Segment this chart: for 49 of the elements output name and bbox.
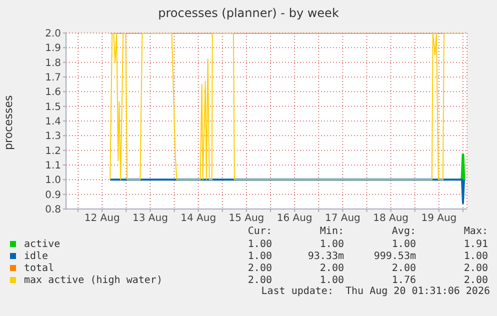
text: Avg: xyxy=(390,226,416,238)
y-tick-label: 0.9 xyxy=(45,190,61,201)
text: 1.00 xyxy=(246,238,272,250)
y-tick-label: 1.5 xyxy=(45,102,61,113)
y-tick-label: 1.8 xyxy=(45,58,61,69)
text: 1.91 xyxy=(462,238,488,250)
x-tick-label: 18 Aug xyxy=(373,213,409,224)
x-tick-label: 16 Aug xyxy=(276,213,312,224)
text: 2.00 xyxy=(462,274,488,286)
chart-title: processes (planner) - by week xyxy=(157,6,340,20)
x-tick-label: 14 Aug xyxy=(180,213,216,224)
text: Last update: Thu Aug 20 01:31:06 2026 xyxy=(260,286,490,298)
y-tick-label: 1.2 xyxy=(45,146,61,157)
y-tick-label: 1.7 xyxy=(45,72,61,84)
y-tick-label: 1.4 xyxy=(45,116,61,128)
text: 93.33m xyxy=(306,250,344,262)
legend-label: active xyxy=(24,238,60,250)
x-tick-label: 19 Aug xyxy=(421,213,457,224)
text: 1.00 xyxy=(246,250,272,262)
text: 2.00 xyxy=(318,262,344,274)
legend-label: max active (high water) xyxy=(24,274,162,286)
y-tick-label: 1.1 xyxy=(45,160,61,172)
text: 2.00 xyxy=(462,262,488,274)
text: 2.00 xyxy=(390,262,416,274)
text: 2.00 xyxy=(246,262,272,274)
text: Cur: xyxy=(246,226,272,238)
y-tick-label: 1.9 xyxy=(45,43,61,54)
y-tick-label: 1.3 xyxy=(45,131,61,142)
text: Max: xyxy=(462,226,488,238)
y-tick-label: 1.6 xyxy=(45,87,61,98)
y-tick-label: 0.8 xyxy=(45,204,61,216)
text: Min: xyxy=(318,226,344,238)
x-tick-label: 15 Aug xyxy=(228,213,264,224)
y-tick-label: 2.0 xyxy=(45,28,61,40)
text: 1.00 xyxy=(318,274,344,286)
x-tick-label: 13 Aug xyxy=(132,213,168,224)
text: 1.00 xyxy=(390,238,416,250)
line-series xyxy=(110,33,464,180)
legend-label: idle xyxy=(24,250,48,262)
y-tick-label: 1.0 xyxy=(45,175,61,186)
y-axis-title: processes xyxy=(2,95,15,150)
text: 1.76 xyxy=(390,274,416,286)
text: 1.00 xyxy=(462,250,488,262)
text: 999.53m xyxy=(372,250,416,262)
legend-label: total xyxy=(24,262,54,274)
text: 1.00 xyxy=(318,238,344,250)
x-tick-label: 12 Aug xyxy=(84,213,120,224)
x-tick-label: 17 Aug xyxy=(324,213,360,224)
text: 2.00 xyxy=(246,274,272,286)
